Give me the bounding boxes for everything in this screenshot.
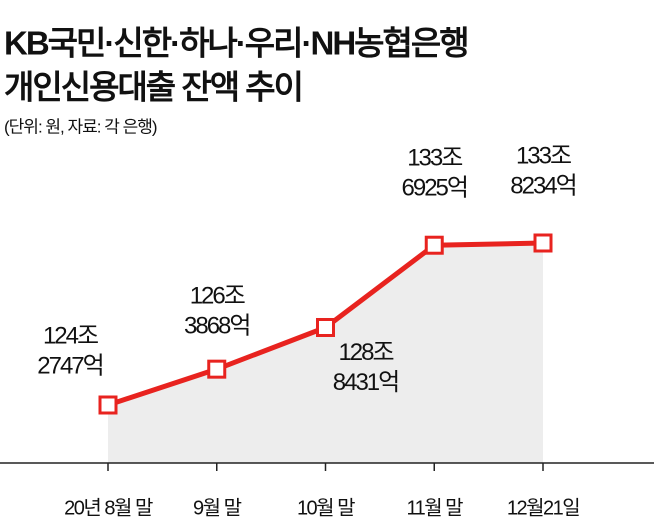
chart-subtitle: 개인신용대출 잔액 추이 [4, 69, 302, 106]
x-tick-label: 9월 말 [193, 496, 242, 519]
value-label: 3868억 [184, 313, 249, 340]
chart-title: KB국민·신한·하나·우리·NH농협은행 [4, 25, 468, 62]
data-point [533, 233, 553, 253]
value-label: 126조 [190, 283, 245, 310]
chart-note: (단위: 원, 자료: 각 은행) [4, 117, 157, 136]
data-point [316, 317, 335, 337]
value-label: 6925억 [402, 175, 467, 202]
x-tick-label: 10월 말 [297, 496, 355, 519]
value-label: 8234억 [510, 172, 575, 199]
x-tick-label: 20년 8월 말 [64, 496, 153, 519]
value-label: 133조 [407, 145, 462, 172]
value-label: 133조 [516, 142, 571, 169]
value-label: 2747억 [37, 352, 102, 379]
area [108, 243, 543, 463]
x-tick-label: 11월 말 [406, 496, 463, 519]
data-point [98, 395, 118, 415]
x-tick-label: 12월21일 [507, 496, 579, 519]
data-point [424, 235, 444, 255]
value-label: 124조 [43, 322, 98, 349]
value-label: 8431억 [333, 369, 398, 396]
data-point [207, 359, 227, 379]
value-label: 128조 [338, 339, 393, 366]
